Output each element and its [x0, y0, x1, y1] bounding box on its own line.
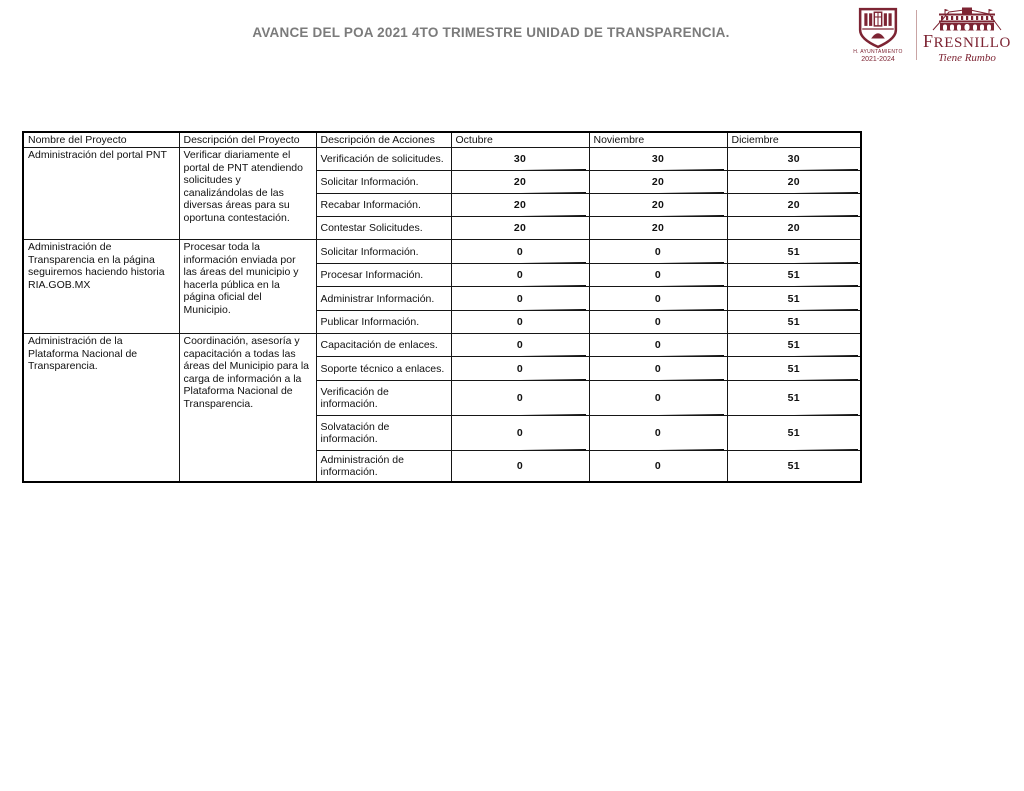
- value-octubre: 0: [450, 380, 590, 416]
- value-noviembre: 0: [588, 380, 728, 416]
- value-diciembre: 51: [726, 263, 862, 287]
- government-period: 2021-2024: [861, 55, 895, 63]
- column-header-diciembre: Diciembre: [726, 131, 862, 148]
- action-label: Verificación de información.: [315, 380, 452, 416]
- value-diciembre: 51: [726, 450, 862, 482]
- action-label: Solicitar Información.: [315, 239, 452, 264]
- value-diciembre: 20: [726, 193, 862, 217]
- value-octubre: 30: [450, 147, 590, 171]
- value-noviembre: 20: [588, 193, 728, 217]
- project-name: Administración de Transparencia en la pá…: [22, 239, 180, 334]
- value-octubre: 0: [450, 286, 590, 311]
- value-diciembre: 51: [726, 415, 862, 451]
- fresnillo-logo: H. AYUNTAMIENTO 2021-2024: [849, 6, 1011, 64]
- value-noviembre: 0: [588, 415, 728, 451]
- value-octubre: 0: [450, 333, 590, 357]
- value-noviembre: 0: [588, 310, 728, 334]
- table-row: Administración del portal PNT Verificar …: [22, 147, 862, 240]
- government-label: H. AYUNTAMIENTO: [853, 49, 903, 56]
- table-row: Recabar Información. 20 20 20: [23, 193, 862, 217]
- value-noviembre: 0: [588, 286, 728, 311]
- fresnillo-wordmark: FRESNILLO Tiene Rumbo: [923, 6, 1011, 64]
- value-diciembre: 51: [726, 239, 862, 264]
- table-row: Solvatación de información. 0 0 51: [23, 415, 862, 451]
- value-noviembre: 30: [588, 147, 728, 171]
- value-octubre: 0: [450, 450, 590, 482]
- page-title: AVANCE DEL POA 2021 4TO TRIMESTRE UNIDAD…: [252, 25, 730, 40]
- value-diciembre: 20: [726, 170, 862, 194]
- value-octubre: 0: [450, 356, 590, 381]
- municipality-slogan: Tiene Rumbo: [938, 52, 996, 64]
- table-row: Contestar Solicitudes. 20 20 20: [23, 216, 862, 240]
- value-noviembre: 20: [588, 216, 728, 240]
- value-noviembre: 0: [588, 450, 728, 482]
- column-header-noviembre: Noviembre: [588, 131, 728, 148]
- project-description: Procesar toda la información enviada por…: [178, 239, 317, 334]
- action-label: Capacitación de enlaces.: [315, 333, 452, 357]
- value-noviembre: 0: [588, 333, 728, 357]
- coat-of-arms-icon: [858, 8, 898, 49]
- action-label: Publicar Información.: [315, 310, 452, 334]
- table-header-row: Nombre del Proyecto Descripción del Proy…: [22, 131, 862, 148]
- action-label: Recabar Información.: [315, 193, 452, 217]
- poa-progress-table: Nombre del Proyecto Descripción del Proy…: [22, 131, 862, 483]
- value-diciembre: 20: [726, 216, 862, 240]
- value-diciembre: 51: [726, 310, 862, 334]
- action-label: Verificación de solicitudes.: [315, 147, 452, 171]
- table-row: Administración de información. 0 0 51: [23, 450, 862, 482]
- column-header-descripcion-proyecto: Descripción del Proyecto: [178, 131, 317, 148]
- column-header-descripcion-acciones: Descripción de Acciones: [315, 131, 452, 148]
- value-noviembre: 0: [588, 356, 728, 381]
- value-diciembre: 30: [726, 147, 862, 171]
- value-diciembre: 51: [726, 286, 862, 311]
- table-row: Procesar Información. 0 0 51: [23, 263, 862, 287]
- table-row: Administración de Transparencia en la pá…: [22, 239, 862, 334]
- project-description: Verificar diariamente el portal de PNT a…: [178, 147, 317, 240]
- action-label: Solvatación de información.: [315, 415, 452, 451]
- action-label: Procesar Información.: [315, 263, 452, 287]
- value-octubre: 20: [450, 170, 590, 194]
- value-noviembre: 0: [588, 239, 728, 264]
- municipality-name: FRESNILLO: [923, 31, 1011, 51]
- value-diciembre: 51: [726, 356, 862, 381]
- action-label: Solicitar Información.: [315, 170, 452, 194]
- action-label: Administración de información.: [315, 450, 452, 482]
- column-header-nombre: Nombre del Proyecto: [22, 131, 180, 148]
- action-label: Contestar Solicitudes.: [315, 216, 452, 240]
- project-name: Administración de la Plataforma Nacional…: [22, 333, 180, 482]
- action-label: Soporte técnico a enlaces.: [315, 356, 452, 381]
- value-octubre: 0: [450, 310, 590, 334]
- value-diciembre: 51: [726, 380, 862, 416]
- value-noviembre: 20: [588, 170, 728, 194]
- coat-of-arms: H. AYUNTAMIENTO 2021-2024: [849, 7, 907, 63]
- action-label: Administrar Información.: [315, 286, 452, 311]
- value-octubre: 20: [450, 193, 590, 217]
- column-header-octubre: Octubre: [450, 131, 590, 148]
- table-row: Administración de la Plataforma Nacional…: [22, 333, 862, 482]
- project-description: Coordinación, asesoría y capacitación a …: [178, 333, 317, 482]
- value-noviembre: 0: [588, 263, 728, 287]
- value-octubre: 0: [450, 263, 590, 287]
- value-octubre: 0: [450, 239, 590, 264]
- value-octubre: 20: [450, 216, 590, 240]
- table-row: Administrar Información. 0 0 51: [23, 286, 862, 311]
- project-name: Administración del portal PNT: [22, 147, 180, 240]
- value-diciembre: 51: [726, 333, 862, 357]
- logo-divider: [916, 10, 917, 61]
- palace-facade-icon: [932, 7, 1002, 31]
- coat-of-arms-caption: H. AYUNTAMIENTO 2021-2024: [853, 49, 903, 63]
- value-octubre: 0: [450, 415, 590, 451]
